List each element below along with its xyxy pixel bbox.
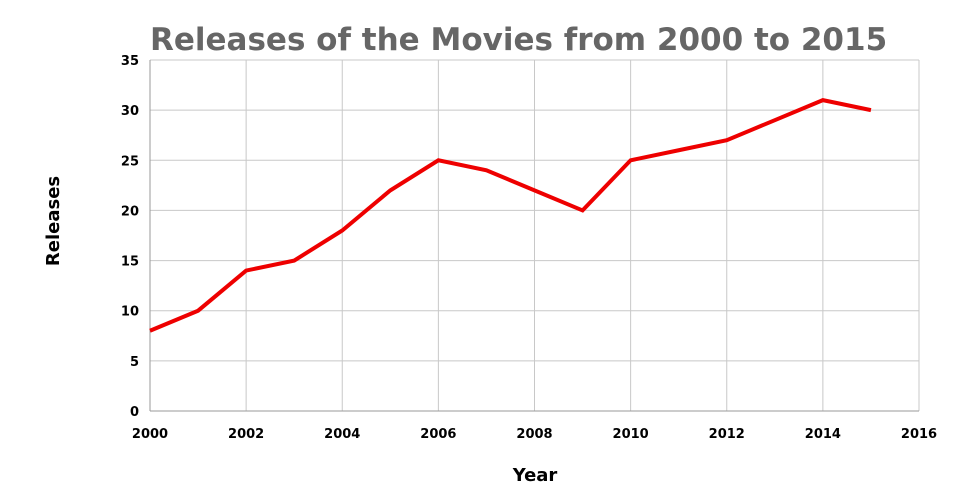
- x-tick-label: 2010: [613, 427, 649, 442]
- chart-title: Releases of the Movies from 2000 to 2015: [150, 22, 887, 58]
- y-tick-label: 20: [121, 204, 139, 219]
- x-tick-labels: 2000 2002 2004 2006 2008 2010 2012 2014 2016: [132, 427, 937, 442]
- x-tick-label: 2002: [228, 427, 264, 442]
- grid: [150, 59, 920, 411]
- y-tick-label: 35: [121, 54, 139, 69]
- y-tick-labels: 0 5 10 15 20 25 30 35: [121, 54, 139, 420]
- series-lines: [149, 98, 872, 333]
- y-tick-label: 15: [121, 255, 139, 270]
- y-tick-label: 30: [121, 104, 139, 119]
- y-tick-label: 0: [130, 405, 139, 420]
- x-tick-label: 2006: [420, 427, 456, 442]
- x-tick-label: 2004: [324, 427, 360, 442]
- x-tick-label: 2000: [132, 427, 168, 442]
- x-axis-label: Year: [512, 465, 558, 486]
- x-tick-label: 2016: [901, 427, 937, 442]
- x-tick-label: 2008: [516, 427, 552, 442]
- y-tick-label: 5: [130, 355, 139, 370]
- x-tick-label: 2014: [805, 427, 841, 442]
- series-line: [149, 98, 872, 333]
- x-tick-label: 2012: [709, 427, 745, 442]
- axes: [149, 60, 919, 412]
- y-tick-label: 10: [121, 305, 139, 320]
- y-axis-label: Releases: [43, 176, 64, 266]
- y-tick-label: 25: [121, 154, 139, 169]
